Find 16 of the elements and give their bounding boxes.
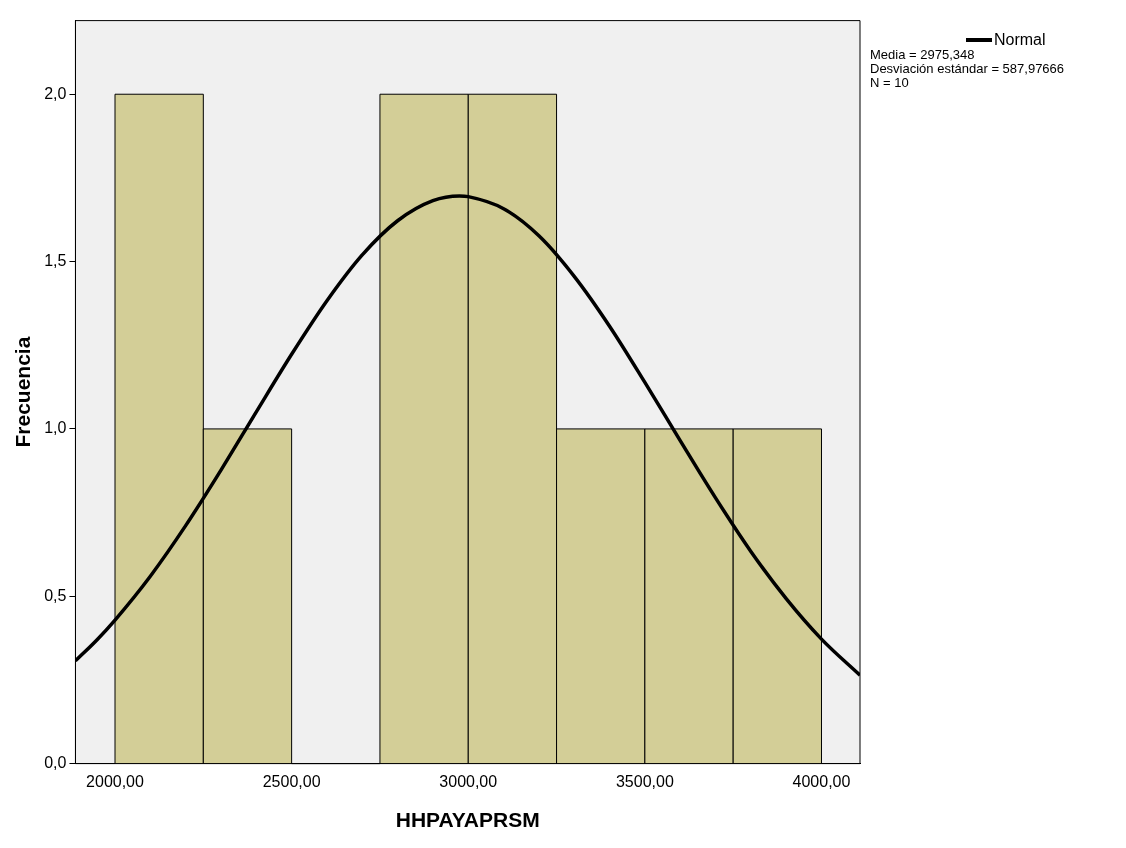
x-tick-label: 3500,00 — [615, 772, 674, 790]
x-tick-label: 2500,00 — [262, 772, 321, 790]
y-tick-label: 1,5 — [44, 251, 67, 269]
y-tick-label: 0,0 — [44, 754, 67, 772]
y-tick-label: 1,0 — [44, 419, 67, 437]
legend-label: Normal — [994, 31, 1046, 48]
text: Media = 2975,348 — [870, 47, 976, 62]
y-tick-label: 2,0 — [44, 84, 67, 102]
text: Desviación estándar = 587,97666 — [870, 61, 1065, 76]
x-axis-title: HHPAYAPRSM — [395, 808, 540, 832]
x-tick-label: 3000,00 — [439, 772, 498, 790]
y-tick-label: 0,5 — [44, 586, 67, 604]
x-tick-label: 2000,00 — [86, 772, 145, 790]
x-tick-label: 4000,00 — [792, 772, 851, 790]
text: N = 10 — [870, 75, 910, 90]
y-axis-title: Frecuencia — [11, 336, 35, 448]
